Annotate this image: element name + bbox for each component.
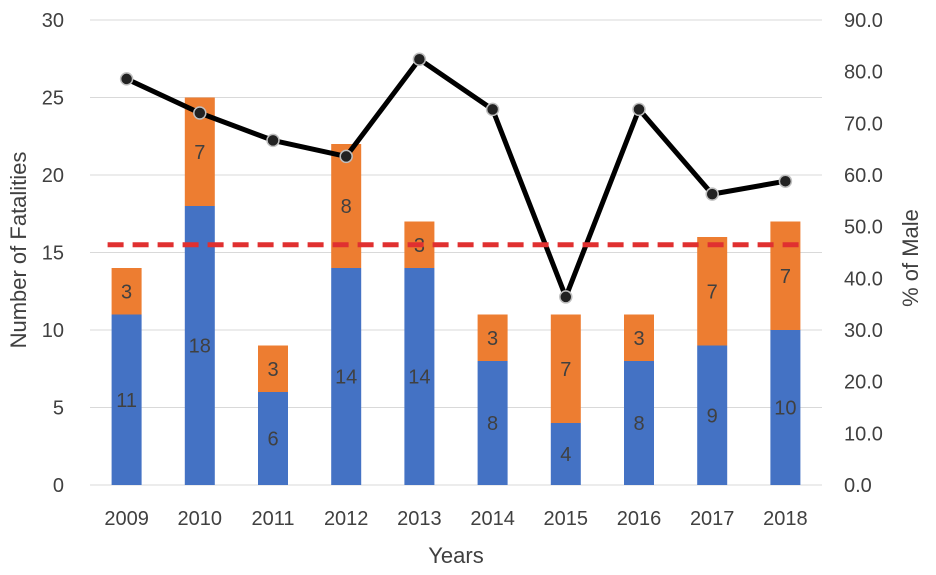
y2-tick-label: 30.0 (844, 320, 883, 342)
y-tick-label: 15 (42, 243, 64, 265)
bar-male (697, 345, 728, 485)
bar-male (258, 392, 288, 485)
y-tick-label: 20 (42, 165, 64, 187)
data-label-male: 4 (560, 444, 571, 466)
y-tick-label: 0 (53, 475, 64, 497)
y-axis-title: Number of Fatalities (6, 152, 31, 349)
x-axis-title: Years (428, 543, 483, 568)
x-tick-label: 2017 (690, 508, 735, 530)
bar-male (477, 361, 508, 485)
y2-tick-label: 40.0 (844, 268, 883, 290)
x-tick-label: 2011 (251, 508, 294, 530)
line-point (485, 102, 500, 117)
line-series (107, 52, 805, 304)
bar-male (770, 330, 801, 485)
y2-tick-label: 60.0 (844, 165, 883, 187)
data-label-male: 14 (408, 367, 430, 389)
bar-male (331, 268, 362, 485)
bar-female (331, 144, 362, 268)
data-label-male: 11 (116, 390, 137, 412)
y2-tick-label: 70.0 (844, 113, 883, 135)
bar-male (404, 268, 435, 485)
bar-female (258, 345, 288, 392)
bar-female (111, 268, 142, 315)
y2-tick-label: 0.0 (844, 475, 872, 497)
data-label-female: 3 (267, 359, 278, 381)
bar-female (624, 314, 654, 361)
data-label-male: 8 (633, 413, 644, 435)
x-tick-label: 2016 (617, 508, 662, 530)
data-label-male: 8 (487, 413, 498, 435)
x-tick-label: 2012 (324, 508, 369, 530)
line-point (412, 52, 427, 67)
x-tick-label: 2009 (104, 508, 149, 530)
data-label-male: 6 (267, 429, 278, 451)
bars: 1131876314814383478397107 (111, 97, 801, 485)
y2-tick-label: 50.0 (844, 217, 883, 239)
y-tick-label: 5 (53, 398, 64, 420)
data-label-female: 8 (341, 196, 352, 218)
line-point (559, 290, 573, 304)
x-tick-label: 2010 (178, 508, 223, 530)
axes: 0 5 10 15 20 25 30 0.0 10.0 20.0 30.0 40.0 50.0 60.0 7… (42, 10, 883, 530)
line-point (339, 149, 353, 164)
data-label-female: 3 (487, 328, 498, 350)
data-label-female: 7 (560, 359, 571, 381)
line--of-male (125, 56, 786, 300)
y2-tick-label: 90.0 (844, 10, 883, 32)
line-point (119, 72, 134, 86)
data-label-female: 3 (121, 281, 132, 303)
bar-male (184, 206, 215, 485)
data-label-male: 10 (774, 398, 796, 420)
line-point (778, 174, 793, 188)
data-label-male: 9 (707, 405, 718, 427)
y-tick-label: 25 (42, 88, 64, 110)
line-point (705, 187, 719, 201)
y-tick-label: 30 (42, 10, 64, 32)
bar-female (697, 237, 728, 346)
y2-tick-label: 10.0 (844, 423, 883, 445)
data-label-female: 7 (780, 266, 791, 288)
x-tick-label: 2015 (544, 508, 589, 530)
y2-tick-label: 20.0 (844, 372, 883, 394)
y2-tick-label: 80.0 (844, 62, 883, 84)
line-point (193, 106, 207, 120)
line-point (632, 102, 646, 117)
bar-female (477, 314, 508, 361)
bar-male (550, 423, 581, 485)
y-tick-label: 10 (42, 320, 64, 342)
bar-female (550, 314, 581, 423)
y2-axis-title: % of Male (898, 209, 923, 307)
data-label-female: 3 (633, 328, 644, 350)
x-tick-label: 2013 (397, 508, 442, 530)
line-point (266, 133, 280, 148)
bar-female (770, 221, 801, 330)
data-label-female: 7 (194, 142, 205, 164)
x-tick-label: 2014 (470, 508, 515, 530)
bar-male (111, 314, 142, 485)
data-label-female: 7 (707, 281, 718, 303)
data-label-male: 14 (335, 367, 357, 389)
x-tick-label: 2018 (763, 508, 808, 530)
bar-male (624, 361, 654, 485)
data-label-male: 18 (189, 336, 211, 358)
